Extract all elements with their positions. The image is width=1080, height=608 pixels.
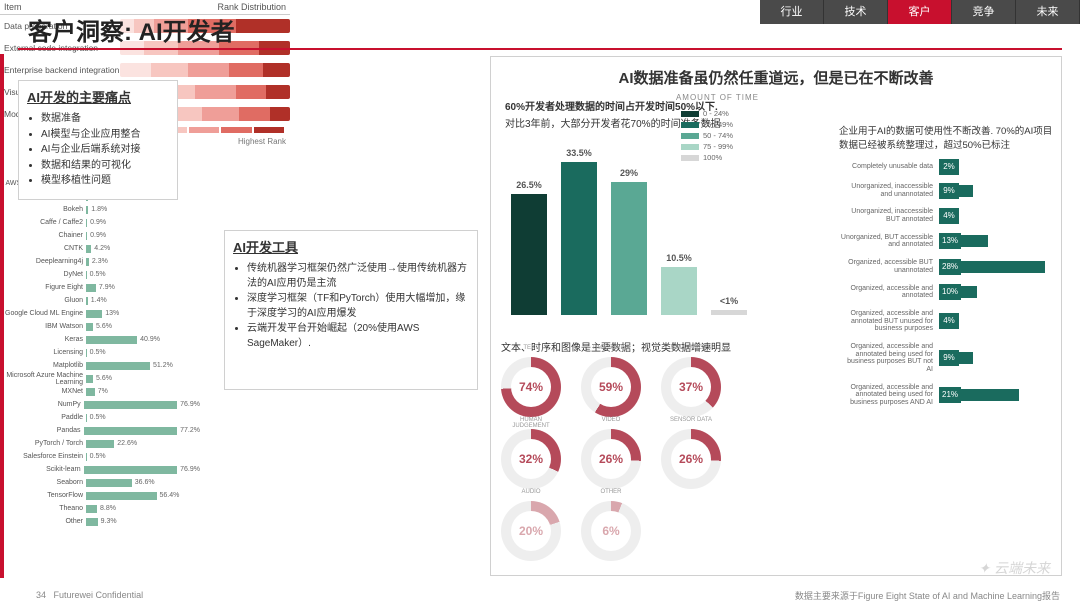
time-bar: 29%: [611, 182, 647, 315]
tools-bar-chart: Amazon SageMaker20%AWS Deep Learning AMI…: [0, 164, 200, 504]
pain-item: 模型移植性问题: [41, 174, 169, 189]
pain-item: AI模型与企业应用整合: [41, 128, 169, 143]
tool-row: IBM Watson5.6%: [0, 320, 200, 333]
donut-grid: TEXT74% TIME SERIES59% STILL IMAGES37% HUMA…: [501, 357, 831, 573]
tools-list: 传统机器学习框架仍然广泛使用→使用传统机器方法的AI应用仍是主流深度学习框架（T…: [247, 262, 469, 351]
right-sub1: 60%开发者处理数据的时间占开发时间50%以下.: [505, 98, 1053, 113]
tool-row: Figure Eight7.9%: [0, 281, 200, 294]
pain-item: 数据和结果的可视化: [41, 159, 169, 174]
tool-row: Caffe / Caffe20.9%: [0, 216, 200, 229]
pain-item: 数据准备: [41, 112, 169, 127]
tool-row: PyTorch / Torch22.6%: [0, 437, 200, 450]
usability-row: Organized, accessible BUT unannotated28%: [839, 259, 1053, 274]
tools-item: 深度学习框架（TF和PyTorch）使用大幅增加，缘于深度学习的AI应用爆发: [247, 292, 469, 321]
usability-row: Completely unusable data2%: [839, 161, 1053, 173]
confidential-label: Futurewei Confidential: [54, 590, 144, 600]
tool-row: Theano8.8%: [0, 502, 200, 515]
tool-row: Matplotlib51.2%: [0, 359, 200, 372]
tool-row: Chainer0.9%: [0, 229, 200, 242]
rank-legend-high: Highest Rank: [238, 137, 286, 146]
time-bar: 33.5%: [561, 162, 597, 315]
time-legend-item: 25 - 49%: [681, 120, 777, 129]
tool-row: TensorFlow56.4%: [0, 489, 200, 502]
pain-points-panel: AI开发的主要痛点 数据准备AI模型与企业应用整合AI与企业后端系统对接数据和结…: [18, 80, 178, 200]
time-bar-chart: AMOUNT OF TIME 0 - 24%25 - 49%50 - 74%75…: [501, 123, 771, 333]
usability-chart: 企业用于AI的数据可使用性不断改善. 70%的AI项目数据已经被系统整理过，超过…: [839, 123, 1053, 417]
donut: OTHER6%: [581, 501, 641, 561]
tool-row: Other9.3%: [0, 515, 200, 528]
usability-row: Unorganized, BUT accessible and annotate…: [839, 234, 1053, 249]
right-title: AI数据准备虽仍然任重道远，但是已在不断改善: [499, 67, 1053, 88]
usability-row: Organized, accessible and annotated BUT …: [839, 310, 1053, 333]
nav-tab[interactable]: 行业: [760, 0, 824, 24]
donut: HUMAN JUDGEMENT32%: [501, 429, 561, 489]
nav-tab[interactable]: 未来: [1016, 0, 1080, 24]
time-chart-title: AMOUNT OF TIME: [676, 93, 759, 102]
tool-row: Gluon1.4%: [0, 294, 200, 307]
tool-row: Deeplearning4j2.3%: [0, 255, 200, 268]
pain-list: 数据准备AI模型与企业应用整合AI与企业后端系统对接数据和结果的可视化模型移植性…: [41, 112, 169, 189]
tools-item: 云端开发平台开始崛起（20%使用AWS SageMaker）.: [247, 322, 469, 351]
usability-row: Unorganized, inaccessible and unannotate…: [839, 183, 1053, 198]
tool-row: Google Cloud ML Engine13%: [0, 307, 200, 320]
watermark: ✦ 云端未来: [978, 558, 1050, 578]
tool-row: Bokeh1.8%: [0, 203, 200, 216]
footer: 34 Futurewei Confidential 数据主要来源于Figure …: [0, 582, 1080, 608]
tool-row: MXNet7%: [0, 385, 200, 398]
tool-row: Salesforce Einstein0.5%: [0, 450, 200, 463]
page-title: 客户洞察: AI开发者: [28, 12, 235, 47]
donut: STILL IMAGES37%: [661, 357, 721, 417]
time-legend-item: 0 - 24%: [681, 109, 777, 118]
usability-row: Unorganized, inaccessible BUT annotated4…: [839, 208, 1053, 223]
rank-hdr-dist: Rank Distribution: [217, 2, 286, 12]
usability-row: Organized, accessible and annotated10%: [839, 285, 1053, 300]
time-legend-item: 50 - 74%: [681, 131, 777, 140]
tools-item: 传统机器学习框架仍然广泛使用→使用传统机器方法的AI应用仍是主流: [247, 262, 469, 291]
donut: VIDEO26%: [581, 429, 641, 489]
data-source: 数据主要来源于Figure Eight State of AI and Mach…: [795, 589, 1060, 602]
nav-tab[interactable]: 技术: [824, 0, 888, 24]
tool-row: Pandas77.2%: [0, 424, 200, 437]
nav-tab[interactable]: 竞争: [952, 0, 1016, 24]
usability-row: Organized, accessible and annotated bein…: [839, 384, 1053, 407]
tool-row: Licensing0.5%: [0, 346, 200, 359]
left-accent-bar: [0, 54, 4, 578]
rank-hdr-item: Item: [4, 2, 22, 12]
rank-bar: [120, 63, 290, 77]
top-nav: 行业技术客户竞争未来: [760, 0, 1080, 24]
data-prep-panel: AI数据准备虽仍然任重道远，但是已在不断改善 60%开发者处理数据的时间占开发时…: [490, 56, 1062, 576]
tool-row: CNTK4.2%: [0, 242, 200, 255]
tools-text-panel: AI开发工具 传统机器学习框架仍然广泛使用→使用传统机器方法的AI应用仍是主流深…: [224, 230, 478, 390]
tools-heading: AI开发工具: [233, 237, 469, 256]
time-bar: 26.5%: [511, 194, 547, 315]
usability-row: Organized, accessible and annotated bein…: [839, 343, 1053, 374]
tool-row: NumPy76.9%: [0, 398, 200, 411]
tool-row: DyNet0.5%: [0, 268, 200, 281]
usability-note: 企业用于AI的数据可使用性不断改善. 70%的AI项目数据已经被系统整理过，超过…: [839, 123, 1053, 151]
time-bar: <1%: [711, 310, 747, 315]
nav-tab[interactable]: 客户: [888, 0, 952, 24]
donut: SENSOR DATA26%: [661, 429, 721, 489]
pain-item: AI与企业后端系统对接: [41, 143, 169, 158]
tool-row: Scikit-learn76.9%: [0, 463, 200, 476]
time-bar: 10.5%: [661, 267, 697, 315]
rank-row-label: Enterprise backend integration: [0, 65, 120, 75]
tool-row: Keras40.9%: [0, 333, 200, 346]
donut: TEXT74%: [501, 357, 561, 417]
pain-heading: AI开发的主要痛点: [27, 87, 169, 106]
tool-row: Seaborn36.6%: [0, 476, 200, 489]
donut: TIME SERIES59%: [581, 357, 641, 417]
donut: AUDIO20%: [501, 501, 561, 561]
tool-row: Paddle0.5%: [0, 411, 200, 424]
title-divider: [18, 48, 1062, 50]
page-number: 34: [36, 590, 46, 600]
tool-row: Microsoft Azure Machine Learning5.6%: [0, 372, 200, 385]
